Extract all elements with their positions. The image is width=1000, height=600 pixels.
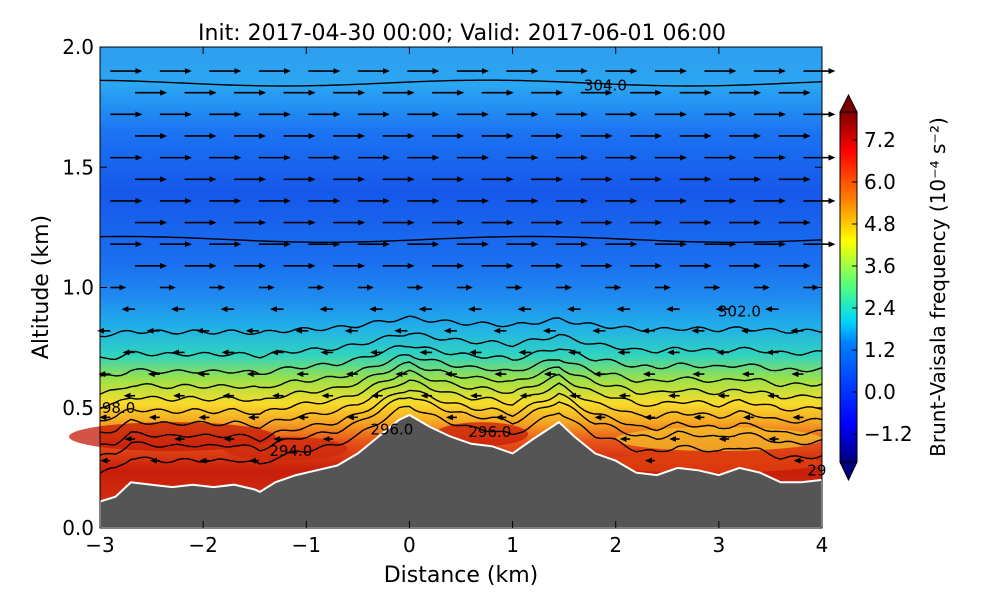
warm-blob (615, 426, 822, 452)
x-tick-label: 1 (506, 533, 519, 557)
x-tick-label: 4 (816, 533, 829, 557)
y-tick-label: 1.0 (62, 276, 94, 300)
colorbar-tick-label: 4.8 (864, 212, 896, 236)
colorbar-tick-label: 3.6 (864, 254, 896, 278)
x-axis: −3 −2 −1 0 1 2 3 4 (85, 47, 828, 557)
warm-blob (223, 436, 348, 461)
contour-label: 294.0 (269, 442, 312, 460)
contour-line (100, 369, 823, 422)
y-axis: 0.0 0.5 1.0 1.5 2.0 (62, 35, 822, 540)
contour-label: 98.0 (102, 399, 135, 417)
colorbar-tick-label: 0.0 (864, 380, 896, 404)
contour-line (99, 379, 823, 434)
contour-line (99, 332, 823, 361)
x-tick-label: −3 (85, 533, 114, 557)
colorbar-tick-label: 2.4 (864, 296, 896, 320)
terrain (99, 413, 823, 529)
contour-label: 304.0 (584, 76, 627, 94)
chart-title: Init: 2017-04-30 00:00; Valid: 2017-06-0… (198, 21, 726, 46)
contour-label: 296.0 (370, 420, 413, 438)
warm-blob (69, 422, 276, 452)
x-tick-label: 2 (609, 533, 622, 557)
colorbar-tick-label: 6.0 (864, 170, 896, 194)
contour-line (99, 353, 823, 395)
contour-line (99, 361, 823, 410)
contour-line (99, 405, 823, 474)
colorbar-tick-label: 7.2 (864, 128, 896, 152)
contour-label: 302.0 (718, 303, 761, 321)
colorbar-tick-label: 1.2 (864, 338, 896, 362)
colorbar-bar (839, 111, 858, 463)
contour-line (99, 396, 823, 456)
contour-line (99, 79, 823, 87)
contour-line (99, 344, 823, 377)
contour-line (99, 389, 823, 446)
colorbar-top-extend (839, 93, 858, 113)
contour-label: 296.0 (468, 423, 511, 441)
x-tick-label: −2 (188, 533, 217, 557)
colorbar-bottom-extend (839, 461, 858, 482)
x-tick-label: 3 (712, 533, 725, 557)
colorbar-label: Brunt-Vaisala frequency (10⁻⁴ s⁻²) (926, 117, 950, 457)
colorbar: −1.2 0.0 1.2 2.4 3.6 4.8 6.0 7.2 Brunt-Vaisala … (839, 93, 950, 482)
theta-contours (99, 79, 823, 474)
y-tick-label: 2.0 (62, 35, 94, 59)
y-tick-label: 0.5 (62, 396, 94, 420)
contour-line (99, 315, 823, 338)
wind-vectors (97, 68, 836, 464)
y-axis-label: Altitude (km) (29, 215, 54, 359)
colorbar-tick-label: −1.2 (864, 422, 913, 446)
x-tick-label: −1 (292, 533, 321, 557)
y-tick-label: 1.5 (62, 155, 94, 179)
contour-line (99, 235, 823, 243)
x-axis-label: Distance (km) (384, 563, 539, 588)
x-tick-label: 0 (403, 533, 416, 557)
contour-label: 29 (807, 461, 826, 479)
y-tick-label: 0.0 (62, 516, 94, 540)
